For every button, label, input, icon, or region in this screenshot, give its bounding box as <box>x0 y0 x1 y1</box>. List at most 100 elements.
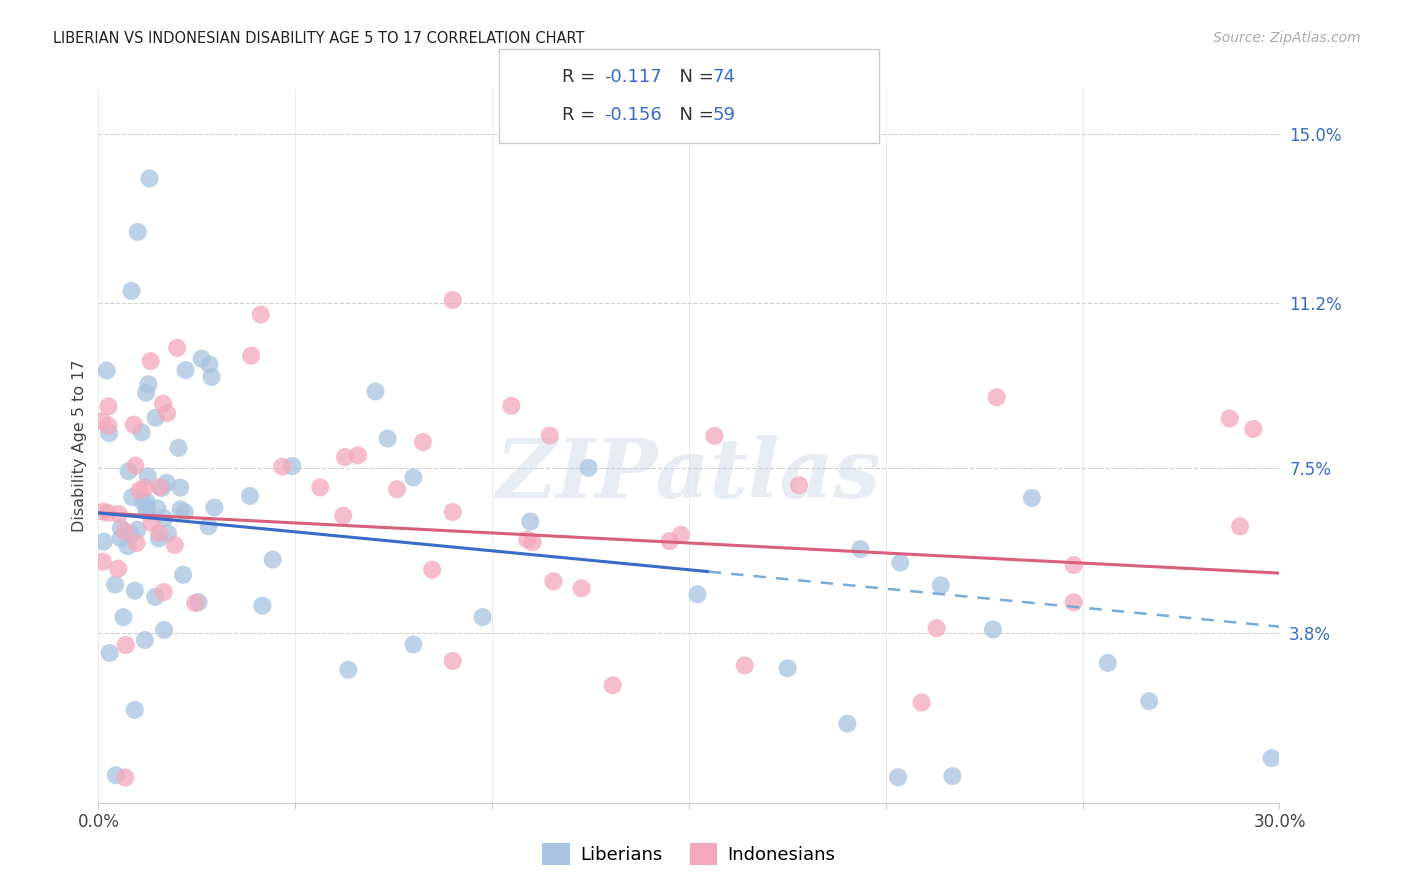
Point <box>402 470 425 484</box>
Point <box>135 504 157 518</box>
Point <box>187 595 209 609</box>
Point <box>240 349 263 363</box>
Text: 74: 74 <box>713 69 735 87</box>
Text: -0.156: -0.156 <box>605 105 662 123</box>
Point <box>981 623 1004 637</box>
Point <box>658 534 681 549</box>
Point <box>117 539 139 553</box>
Point <box>198 358 221 372</box>
Point <box>669 528 692 542</box>
Point <box>703 429 725 443</box>
Point <box>112 610 135 624</box>
Point <box>929 578 952 592</box>
Point <box>156 526 179 541</box>
Point <box>136 501 159 516</box>
Point <box>252 599 274 613</box>
Point <box>516 533 538 547</box>
Point <box>152 396 174 410</box>
Point <box>117 464 139 478</box>
Point <box>1260 751 1282 765</box>
Point <box>1241 422 1264 436</box>
Point <box>887 770 910 784</box>
Point <box>849 542 872 557</box>
Point <box>152 585 174 599</box>
Point <box>134 481 156 495</box>
Point <box>519 515 541 529</box>
Point <box>910 695 932 709</box>
Point <box>347 448 370 462</box>
Point <box>156 406 179 420</box>
Point <box>169 502 191 516</box>
Point <box>837 716 859 731</box>
Point <box>239 489 262 503</box>
Point <box>543 574 565 589</box>
Point <box>127 523 149 537</box>
Point <box>1021 491 1043 505</box>
Point <box>135 385 157 400</box>
Point <box>385 482 408 496</box>
Point <box>148 532 170 546</box>
Point <box>441 505 464 519</box>
Point <box>128 483 150 498</box>
Point <box>734 658 756 673</box>
Point <box>138 377 160 392</box>
Point <box>135 494 157 508</box>
Legend: Liberians, Indonesians: Liberians, Indonesians <box>536 836 842 872</box>
Text: 59: 59 <box>713 105 735 123</box>
Point <box>441 293 464 307</box>
Point <box>173 505 195 519</box>
Point <box>122 417 145 432</box>
Point <box>787 478 810 492</box>
Point <box>148 526 170 541</box>
Text: -0.117: -0.117 <box>605 69 662 87</box>
Point <box>337 663 360 677</box>
Point <box>156 475 179 490</box>
Point <box>124 583 146 598</box>
Point <box>114 771 136 785</box>
Point <box>131 425 153 440</box>
Point <box>91 505 114 519</box>
Point <box>925 621 948 635</box>
Text: N =: N = <box>668 69 720 87</box>
Point <box>1063 595 1085 609</box>
Point <box>271 459 294 474</box>
Point <box>1137 694 1160 708</box>
Point <box>145 410 167 425</box>
Point <box>120 527 142 541</box>
Point <box>501 399 523 413</box>
Point <box>124 703 146 717</box>
Point <box>98 426 121 441</box>
Point <box>571 582 593 596</box>
Point <box>131 494 153 508</box>
Point <box>172 567 194 582</box>
Point <box>124 458 146 473</box>
Text: LIBERIAN VS INDONESIAN DISABILITY AGE 5 TO 17 CORRELATION CHART: LIBERIAN VS INDONESIAN DISABILITY AGE 5 … <box>53 31 585 46</box>
Point <box>91 414 114 428</box>
Point <box>114 524 136 539</box>
Text: Source: ZipAtlas.com: Source: ZipAtlas.com <box>1213 31 1361 45</box>
Point <box>402 638 425 652</box>
Point <box>104 577 127 591</box>
Point <box>93 534 115 549</box>
Point <box>197 519 219 533</box>
Point <box>184 596 207 610</box>
Point <box>204 500 226 515</box>
Point <box>98 646 121 660</box>
Text: R =: R = <box>562 69 602 87</box>
Point <box>97 506 120 520</box>
Point <box>96 363 118 377</box>
Point <box>602 678 624 692</box>
Point <box>91 555 114 569</box>
Point <box>412 435 434 450</box>
Point <box>134 632 156 647</box>
Point <box>1097 656 1119 670</box>
Point <box>578 461 600 475</box>
Point <box>262 552 284 566</box>
Point <box>163 538 186 552</box>
Point <box>167 441 190 455</box>
Point <box>776 661 799 675</box>
Point <box>200 370 222 384</box>
Point <box>538 428 561 442</box>
Point <box>104 768 127 782</box>
Point <box>153 511 176 525</box>
